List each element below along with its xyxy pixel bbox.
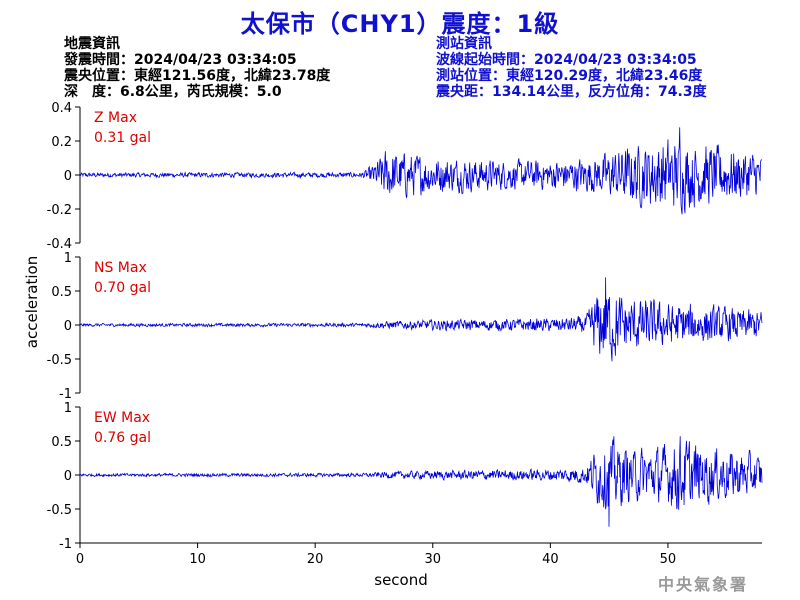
quake-time: 發震時間：2024/04/23 03:34:05 — [64, 52, 297, 68]
waveform-z — [79, 127, 763, 215]
quake-info-heading: 地震資訊 — [64, 36, 120, 52]
panel-max-name: Z Max — [94, 110, 137, 126]
y-tick-label: -1 — [59, 387, 72, 402]
y-axis-label: acceleration — [23, 256, 41, 348]
station-info-heading: 測站資訊 — [436, 36, 492, 52]
footer-agency: 中央氣象署 — [657, 575, 748, 594]
panel-max-value: 0.31 gal — [94, 130, 151, 146]
panel-max-name: EW Max — [94, 410, 150, 426]
y-tick-label: 0.4 — [51, 101, 72, 116]
waveform-ew — [79, 436, 763, 527]
y-tick-label: 0 — [64, 469, 72, 484]
y-tick-label: 1 — [64, 401, 72, 416]
station-wave-start: 波線起始時間：2024/04/23 03:34:05 — [436, 52, 697, 68]
y-tick-label: 0 — [64, 319, 72, 334]
y-tick-label: -0.2 — [47, 203, 72, 218]
y-tick-label: 0 — [64, 169, 72, 184]
quake-info-block: 地震資訊 發震時間：2024/04/23 03:34:05 震央位置：東經121… — [64, 36, 330, 100]
x-tick-label: 10 — [189, 552, 206, 567]
quake-epicenter: 震央位置：東經121.56度，北緯23.78度 — [64, 68, 331, 84]
y-tick-label: 0.5 — [51, 285, 72, 300]
quake-depth-magnitude: 深 度：6.8公里，芮氏規模：5.0 — [64, 84, 282, 100]
station-location: 測站位置：東經120.29度，北緯23.46度 — [436, 68, 703, 84]
waveform-ns — [79, 277, 763, 362]
x-tick-label: 30 — [424, 552, 441, 567]
panel-max-value: 0.76 gal — [94, 430, 151, 446]
chart-title: 太保市（CHY1）震度：1級 — [240, 10, 560, 38]
station-info-block: 測站資訊 波線起始時間：2024/04/23 03:34:05 測站位置：東經1… — [436, 36, 707, 100]
y-tick-label: -1 — [59, 537, 72, 552]
y-tick-label: 0.2 — [51, 135, 72, 150]
y-tick-label: -0.5 — [47, 353, 72, 368]
x-tick-label: 0 — [76, 552, 84, 567]
x-axis-label: second — [374, 571, 428, 589]
x-tick-label: 40 — [542, 552, 559, 567]
y-tick-label: 0.5 — [51, 435, 72, 450]
x-tick-label: 50 — [660, 552, 677, 567]
panel-max-value: 0.70 gal — [94, 280, 151, 296]
panel-max-name: NS Max — [94, 260, 147, 276]
station-distance: 震央距：134.14公里，反方位角：74.3度 — [436, 84, 707, 100]
y-tick-label: -0.4 — [47, 237, 72, 252]
y-tick-label: 1 — [64, 251, 72, 266]
x-tick-label: 20 — [307, 552, 324, 567]
y-tick-label: -0.5 — [47, 503, 72, 518]
